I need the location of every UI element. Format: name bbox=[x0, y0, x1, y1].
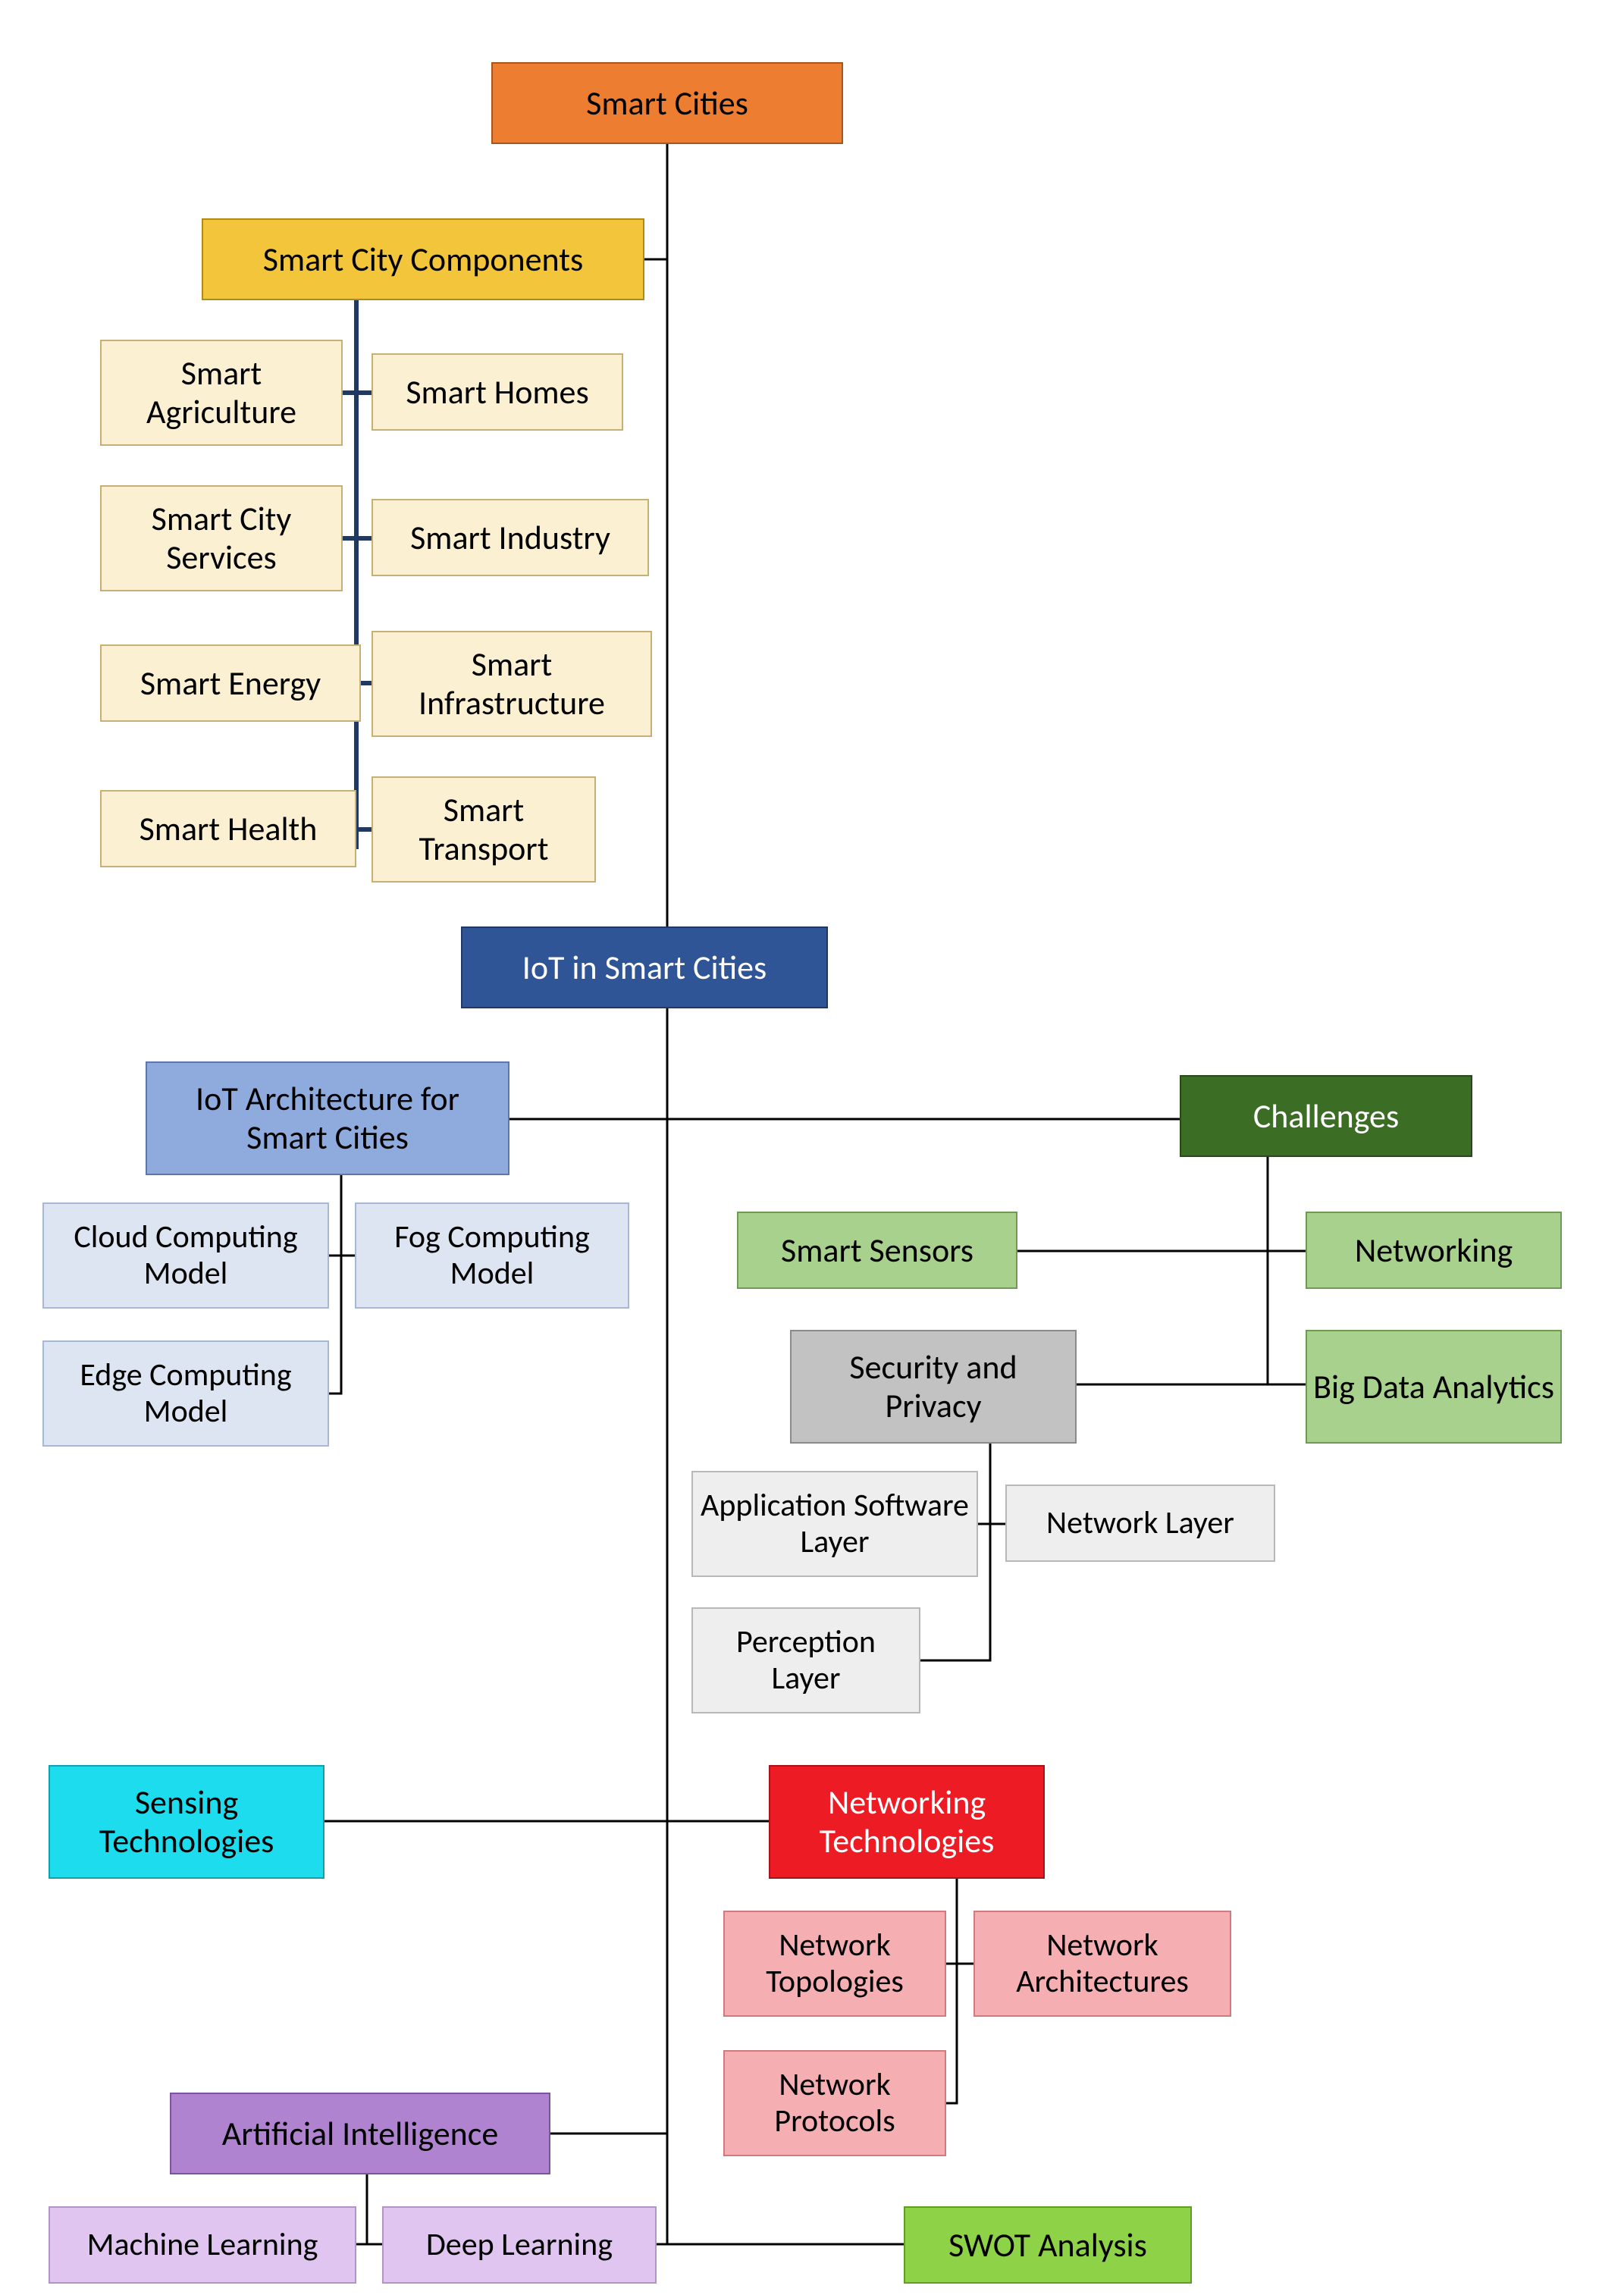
node-dl: Deep Learning bbox=[382, 2206, 657, 2284]
node-industry: Smart Industry bbox=[372, 499, 649, 576]
node-cloud: Cloud Computing Model bbox=[42, 1202, 329, 1309]
diagram-canvas: Smart Cities Smart City Components Smart A… bbox=[0, 0, 1624, 2295]
node-iot: IoT in Smart Cities bbox=[461, 926, 828, 1008]
node-agri: Smart Agriculture bbox=[100, 340, 343, 446]
node-sensing_tech: Sensing Technologies bbox=[49, 1765, 324, 1879]
node-energy: Smart Energy bbox=[100, 644, 361, 722]
node-homes: Smart Homes bbox=[372, 353, 623, 431]
node-arch: IoT Architecture for Smart Cities bbox=[146, 1061, 509, 1175]
node-net_tech: Networking Technologies bbox=[769, 1765, 1045, 1879]
node-secpriv: Security and Privacy bbox=[790, 1330, 1077, 1444]
node-health: Smart Health bbox=[100, 790, 356, 867]
node-netlayer: Network Layer bbox=[1005, 1485, 1275, 1562]
node-fog: Fog Computing Model bbox=[355, 1202, 629, 1309]
node-ai: Artificial Intelligence bbox=[170, 2093, 550, 2174]
node-netarch: Network Architectures bbox=[973, 1911, 1231, 2017]
node-topo: Network Topologies bbox=[723, 1911, 946, 2017]
node-swot: SWOT Analysis bbox=[904, 2206, 1192, 2284]
node-infra: Smart Infrastructure bbox=[372, 631, 652, 737]
node-sensors: Smart Sensors bbox=[737, 1212, 1017, 1289]
node-ml: Machine Learning bbox=[49, 2206, 356, 2284]
node-bigdata: Big Data Analytics bbox=[1306, 1330, 1562, 1444]
node-transport: Smart Transport bbox=[372, 776, 596, 883]
node-challenges: Challenges bbox=[1180, 1075, 1472, 1157]
node-services: Smart City Services bbox=[100, 485, 343, 591]
node-applayer: Application Software Layer bbox=[691, 1471, 978, 1577]
node-smart_cities: Smart Cities bbox=[491, 62, 843, 144]
node-perlayer: Perception Layer bbox=[691, 1607, 920, 1713]
node-proto: Network Protocols bbox=[723, 2050, 946, 2156]
node-components: Smart City Components bbox=[202, 218, 644, 300]
node-networking_ch: Networking bbox=[1306, 1212, 1562, 1289]
node-edge: Edge Computing Model bbox=[42, 1340, 329, 1447]
